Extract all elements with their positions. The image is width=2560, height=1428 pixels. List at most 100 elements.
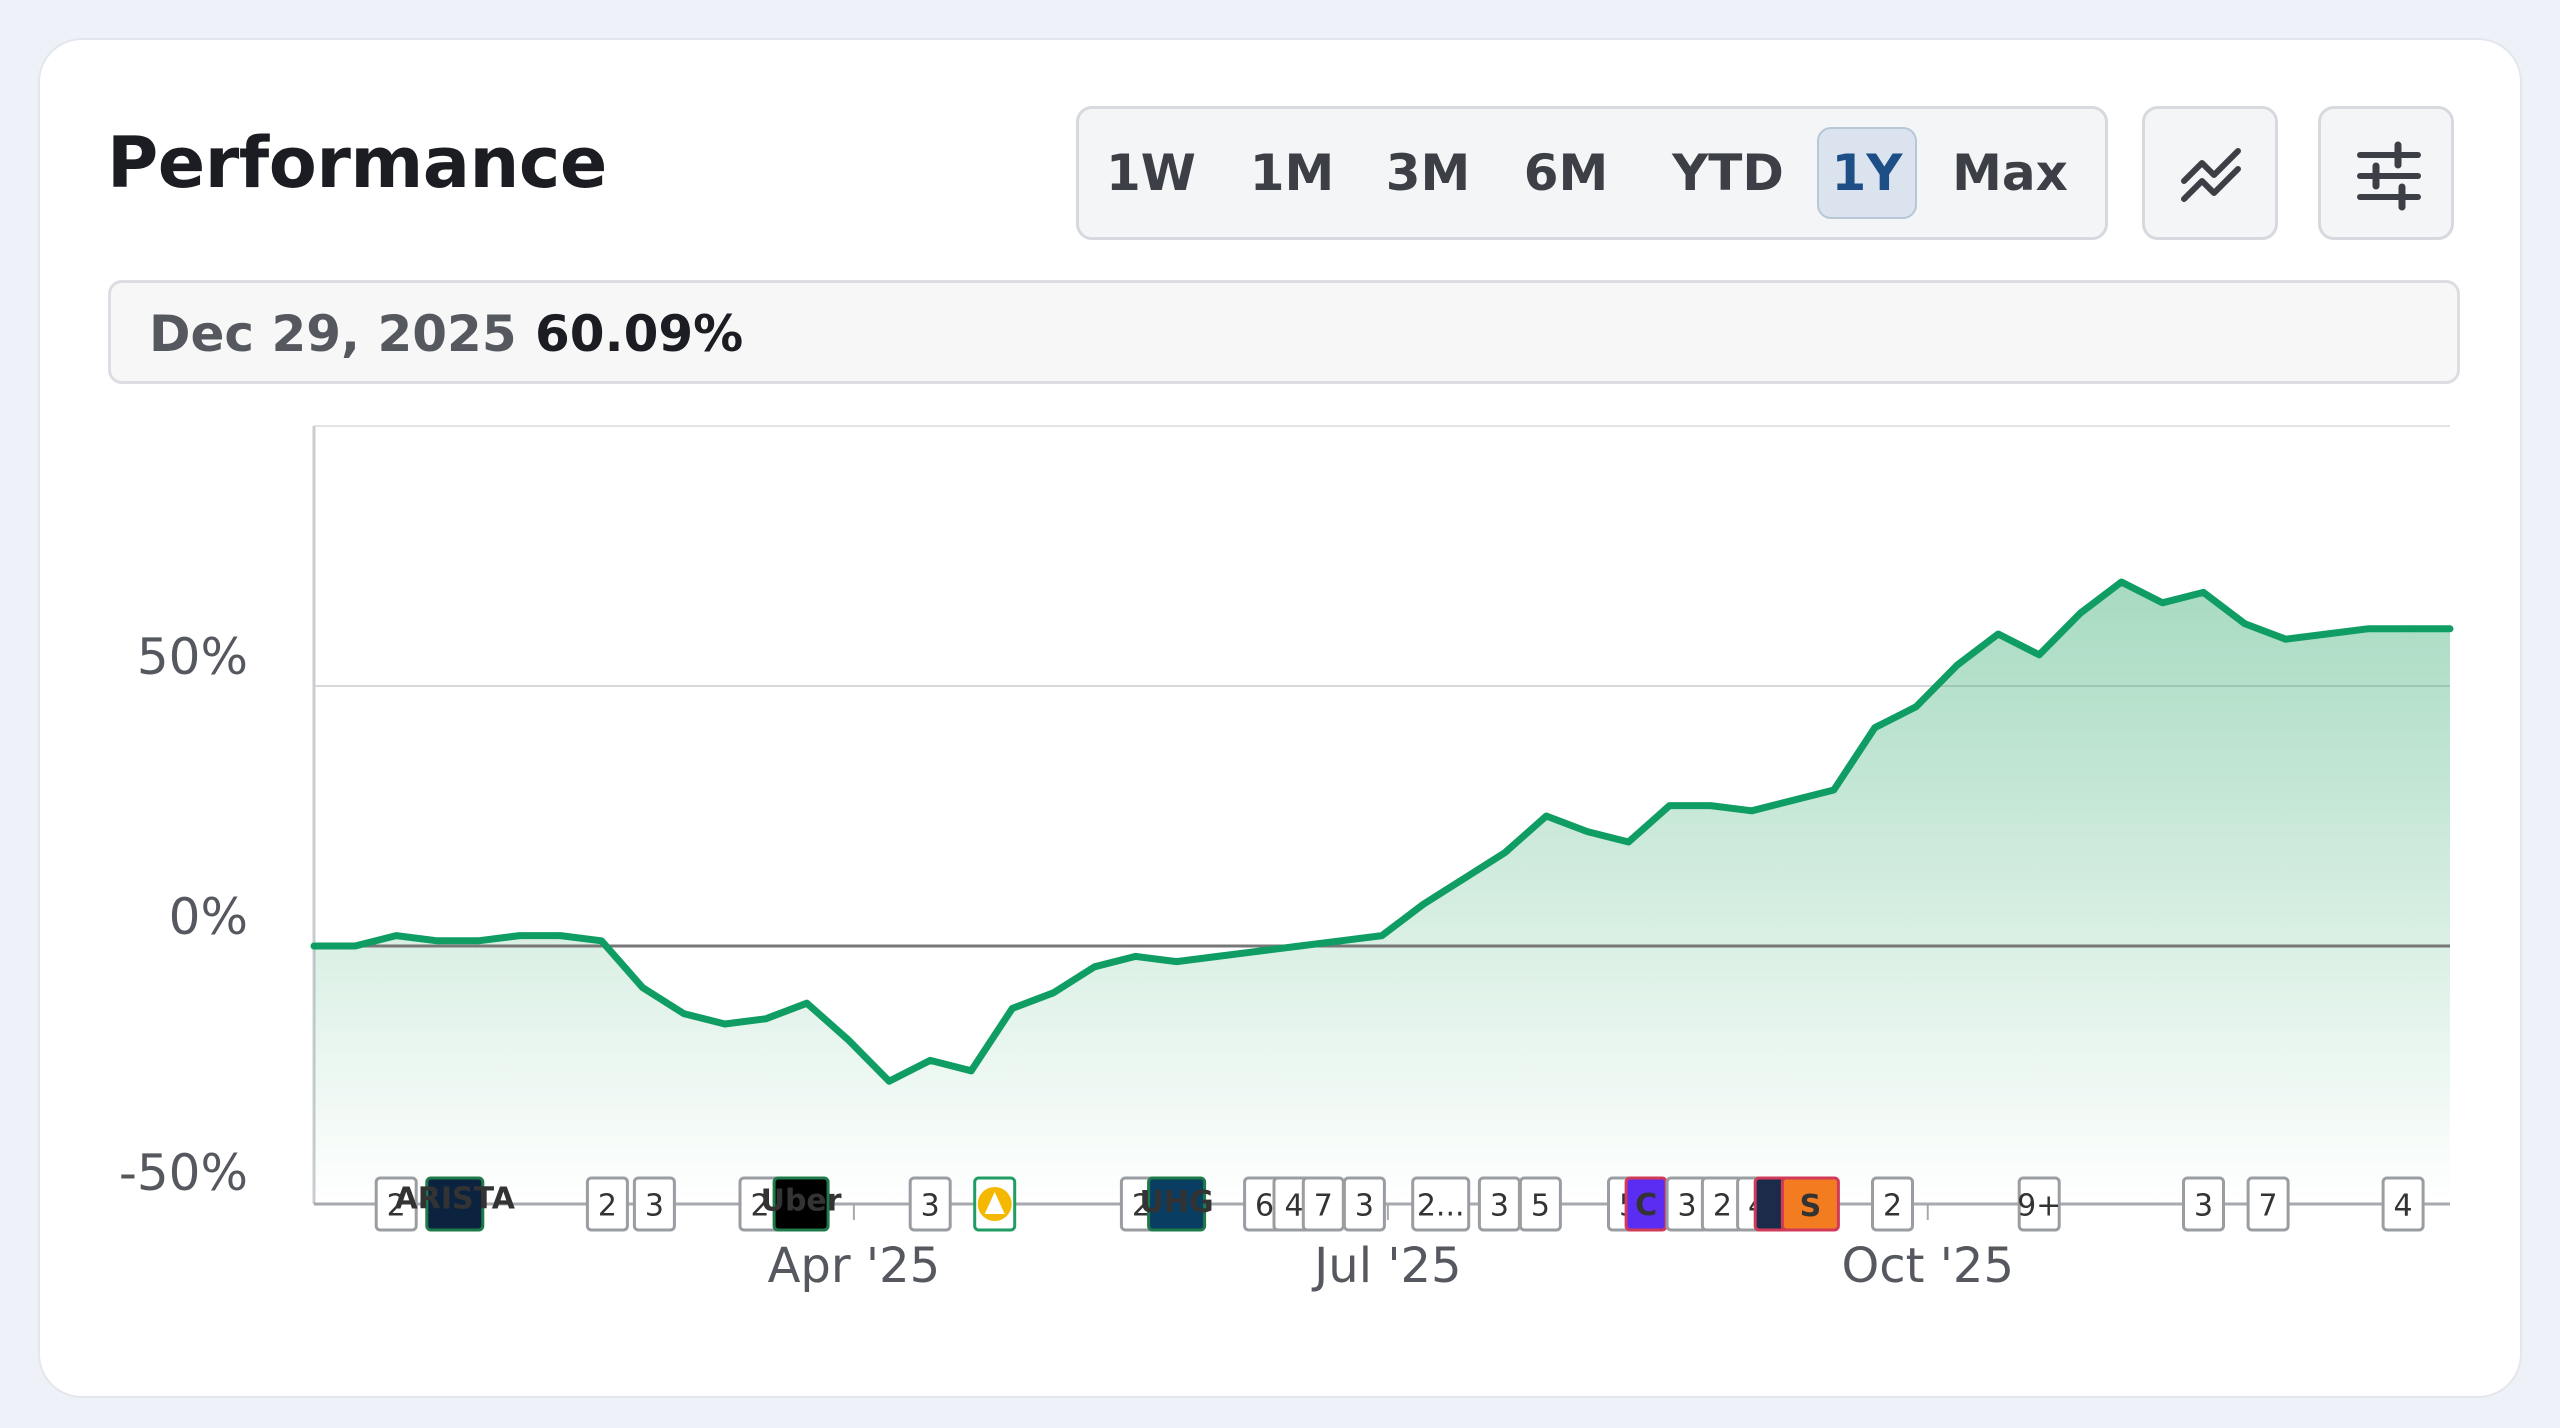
series-point[interactable] xyxy=(760,1013,772,1025)
series-point[interactable] xyxy=(1458,872,1470,884)
event-marker[interactable]: 2 xyxy=(585,1176,629,1232)
series-point[interactable] xyxy=(1581,826,1593,838)
readout-value: 60.09% xyxy=(535,305,744,363)
series-point[interactable] xyxy=(1540,810,1552,822)
series-point[interactable] xyxy=(2157,597,2169,609)
event-marker[interactable]: C xyxy=(1624,1176,1668,1232)
event-marker-label: 3 xyxy=(921,1189,940,1224)
event-marker[interactable]: 3 xyxy=(1342,1176,1386,1232)
range-1m[interactable]: 1M xyxy=(1249,144,1335,202)
event-marker[interactable]: 3 xyxy=(1665,1176,1709,1232)
event-marker[interactable]: 2... xyxy=(1411,1176,1471,1232)
series-point[interactable] xyxy=(719,1018,731,1030)
event-marker[interactable]: ARISTA xyxy=(395,1176,516,1232)
event-marker[interactable]: 3 xyxy=(632,1176,676,1232)
series-point[interactable] xyxy=(1499,846,1511,858)
series-point[interactable] xyxy=(1787,794,1799,806)
series-point[interactable] xyxy=(2074,607,2086,619)
series-point[interactable] xyxy=(1828,784,1840,796)
series-point[interactable] xyxy=(513,930,525,942)
event-marker[interactable] xyxy=(973,1176,1017,1232)
series-point[interactable] xyxy=(1417,898,1429,910)
event-marker-label: ARISTA xyxy=(395,1182,516,1217)
series-point[interactable] xyxy=(1910,701,1922,713)
series-point[interactable] xyxy=(924,1054,936,1066)
series-point[interactable] xyxy=(1047,987,1059,999)
series-point[interactable] xyxy=(1951,659,1963,671)
series-point[interactable] xyxy=(637,982,649,994)
series-point[interactable] xyxy=(596,935,608,947)
range-6m[interactable]: 6M xyxy=(1523,144,1609,202)
event-marker-label: 2 xyxy=(1713,1189,1732,1224)
event-marker-label: 3 xyxy=(1490,1189,1509,1224)
series-line[interactable] xyxy=(310,578,2454,1085)
series-point[interactable] xyxy=(2362,623,2374,635)
range-3m[interactable]: 3M xyxy=(1385,144,1471,202)
chart-type-button[interactable] xyxy=(2142,106,2278,240)
event-marker-label: 2 xyxy=(387,1189,406,1224)
series-point[interactable] xyxy=(1130,950,1142,962)
event-marker-label: 5 xyxy=(1531,1189,1550,1224)
event-marker[interactable]: S xyxy=(1780,1176,1840,1232)
series-point[interactable] xyxy=(842,1034,854,1046)
page-title: Performance xyxy=(107,122,607,204)
event-marker-label: S xyxy=(1800,1189,1822,1224)
series-point[interactable] xyxy=(965,1065,977,1077)
series-point[interactable] xyxy=(2403,623,2415,635)
series-point[interactable] xyxy=(431,935,443,947)
series-point[interactable] xyxy=(1664,800,1676,812)
series-point[interactable] xyxy=(2239,618,2251,630)
series-point[interactable] xyxy=(1746,805,1758,817)
series-point[interactable] xyxy=(555,930,567,942)
series-point[interactable] xyxy=(1212,950,1224,962)
series-point[interactable] xyxy=(1992,628,2004,640)
series-point[interactable] xyxy=(2198,586,2210,598)
event-marker-label: 3 xyxy=(645,1189,664,1224)
series-point[interactable] xyxy=(2280,633,2292,645)
event-marker[interactable]: 4 xyxy=(2381,1176,2425,1232)
event-marker[interactable]: 3 xyxy=(1477,1176,1521,1232)
series-point[interactable] xyxy=(1089,961,1101,973)
event-marker[interactable]: 3 xyxy=(908,1176,952,1232)
series-point[interactable] xyxy=(1623,836,1635,848)
series-point[interactable] xyxy=(472,935,484,947)
series-point[interactable] xyxy=(883,1075,895,1087)
range-ytd[interactable]: YTD xyxy=(1672,144,1784,202)
series-point[interactable] xyxy=(2115,576,2127,588)
event-marker[interactable]: 3 xyxy=(2182,1176,2225,1232)
event-marker[interactable]: UHG xyxy=(1140,1176,1214,1232)
series-point[interactable] xyxy=(1705,800,1717,812)
event-marker[interactable]: Uber xyxy=(761,1176,842,1232)
series-point[interactable] xyxy=(2033,649,2045,661)
series-point[interactable] xyxy=(1376,930,1388,942)
settings-button[interactable] xyxy=(2318,106,2454,240)
series-point[interactable] xyxy=(1006,1002,1018,1014)
event-marker[interactable]: 9+ xyxy=(2017,1176,2061,1232)
range-1y[interactable]: 1Y xyxy=(1817,127,1917,219)
series-point[interactable] xyxy=(390,930,402,942)
range-1w[interactable]: 1W xyxy=(1106,144,1196,202)
event-marker-label: Uber xyxy=(761,1183,842,1218)
series-point[interactable] xyxy=(801,997,813,1009)
series-point[interactable] xyxy=(1253,945,1265,957)
event-marker[interactable]: 2 xyxy=(1871,1176,1914,1232)
series-point[interactable] xyxy=(1294,940,1306,952)
series-point[interactable] xyxy=(308,940,320,952)
series-point[interactable] xyxy=(678,1008,690,1020)
event-marker[interactable]: 5 xyxy=(1518,1176,1562,1232)
series-point[interactable] xyxy=(1869,722,1881,734)
series-point[interactable] xyxy=(1335,935,1347,947)
event-marker-label: 3 xyxy=(1355,1189,1374,1224)
event-marker[interactable]: 7 xyxy=(1301,1176,1345,1232)
event-marker[interactable]: 2 xyxy=(374,1176,418,1232)
series-point[interactable] xyxy=(1171,956,1183,968)
series-point[interactable] xyxy=(2444,623,2456,635)
event-marker-label: UHG xyxy=(1140,1185,1214,1220)
event-marker[interactable]: 7 xyxy=(2246,1176,2290,1232)
event-marker-label: 4 xyxy=(2394,1189,2413,1224)
series-point[interactable] xyxy=(2321,628,2333,640)
series-point[interactable] xyxy=(349,940,361,952)
range-max[interactable]: Max xyxy=(1952,144,2068,202)
event-marker-label: 6 xyxy=(1255,1189,1274,1224)
